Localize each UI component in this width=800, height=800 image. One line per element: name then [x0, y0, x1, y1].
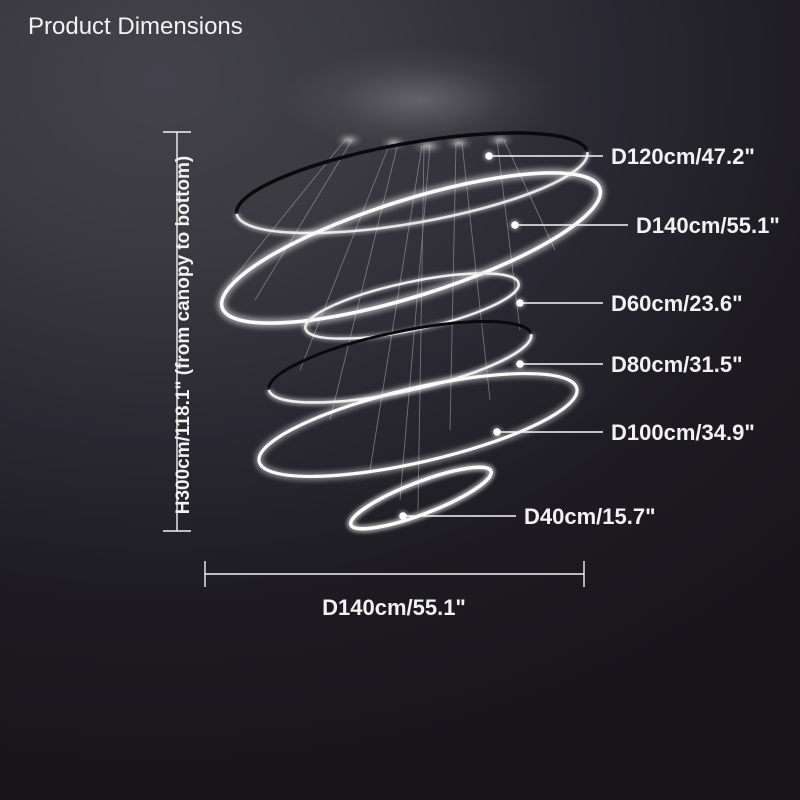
svg-text:D140cm/55.1": D140cm/55.1": [322, 595, 466, 620]
svg-text:D100cm/34.9": D100cm/34.9": [611, 420, 755, 445]
svg-text:H300cm/118.1" (from canopy to: H300cm/118.1" (from canopy to bottom): [173, 156, 194, 514]
svg-text:D140cm/55.1": D140cm/55.1": [636, 213, 780, 238]
svg-text:D80cm/31.5": D80cm/31.5": [611, 352, 743, 377]
svg-text:D40cm/15.7": D40cm/15.7": [524, 504, 656, 529]
svg-text:D120cm/47.2": D120cm/47.2": [611, 144, 755, 169]
svg-text:D60cm/23.6": D60cm/23.6": [611, 291, 743, 316]
